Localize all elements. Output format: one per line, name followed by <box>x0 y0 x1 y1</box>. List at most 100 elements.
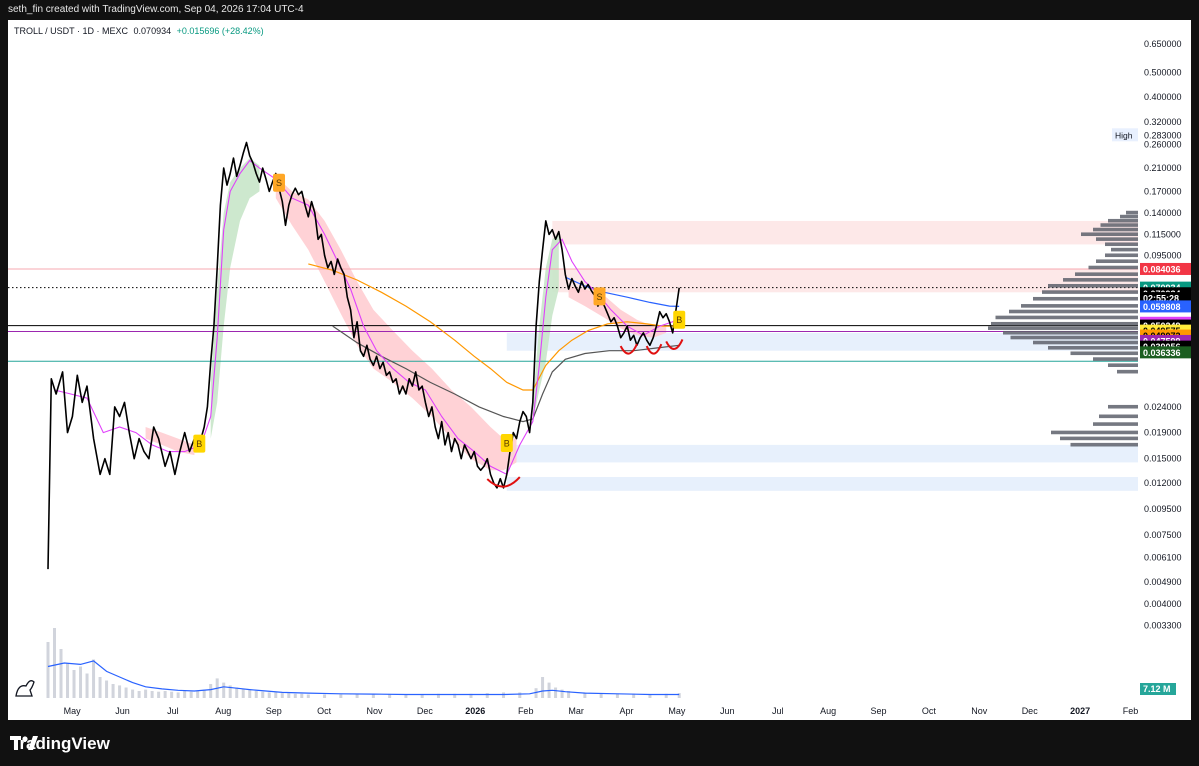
volume-bar <box>287 693 291 698</box>
x-tick-label: Jul <box>772 706 784 716</box>
volume-bar <box>183 691 187 698</box>
volume-bar <box>85 673 89 698</box>
y-tick-label: 0.006100 <box>1144 553 1182 563</box>
price-tag-text: 0.084036 <box>1143 264 1181 274</box>
price-tag-11: 0.036336 <box>1140 346 1191 359</box>
volume-profile-bar <box>1105 242 1138 247</box>
y-tick-label: 0.170000 <box>1144 186 1182 196</box>
y-tick-label: 0.140000 <box>1144 208 1182 218</box>
zone-demand-2 <box>506 332 1138 351</box>
volume-profile-bar <box>1009 309 1138 314</box>
x-tick-label: Apr <box>619 706 633 716</box>
volume-profile-bar <box>1099 414 1138 419</box>
volume-profile-bar <box>1021 304 1138 308</box>
volume-bar <box>339 694 343 698</box>
x-tick-label: Jun <box>720 706 735 716</box>
volume-bar <box>300 693 304 698</box>
volume-bar <box>404 694 408 698</box>
symbol-legend: TROLL / USDT · 1D · MEXC 0.070934 +0.015… <box>14 26 267 36</box>
volume-bar <box>163 691 167 698</box>
volume-bar <box>323 694 327 698</box>
volume-profile-bar <box>1117 369 1138 374</box>
y-tick-label: 0.650000 <box>1144 39 1182 49</box>
volume-bar <box>66 663 70 698</box>
volume-bar <box>222 682 226 698</box>
volume-bar <box>293 693 297 698</box>
volume-bar <box>79 666 83 698</box>
volume-profile-bar <box>1070 442 1138 447</box>
volume-bar <box>502 692 506 698</box>
price-tag-box <box>1140 346 1191 359</box>
y-tick-label: 0.019000 <box>1144 428 1182 438</box>
volume-bar <box>261 691 265 698</box>
volume-profile-bar <box>1042 290 1138 294</box>
zone-supply-1 <box>552 269 1138 293</box>
price-chart[interactable]: S B B S B May Jun Jul Aug Sep Oct Nov Dec 2026 Feb Mar A… <box>8 20 1191 720</box>
volume-bar <box>274 692 278 698</box>
x-tick-label: Dec <box>417 706 434 716</box>
volume-tag-text: 7.12 M <box>1143 684 1171 694</box>
volume-bar <box>306 694 310 698</box>
volume-profile-bar <box>1003 330 1138 335</box>
volume-profile-bar <box>995 315 1138 320</box>
volume-tag: 7.12 M <box>1140 683 1176 695</box>
symbol-name: TROLL / USDT · 1D · MEXC <box>14 26 129 36</box>
y-tick-label: 0.007500 <box>1144 530 1182 540</box>
volume-bar <box>170 691 174 698</box>
volume-profile-bar <box>1093 357 1138 361</box>
volume-bar <box>196 691 200 698</box>
annotation-arc-2 <box>645 343 663 355</box>
volume-bar <box>280 693 284 698</box>
x-tick-label: Oct <box>922 706 937 716</box>
volume-bar <box>388 694 392 698</box>
x-tick-label: Dec <box>1022 706 1039 716</box>
volume-bar <box>157 691 161 698</box>
volume-profile-bar <box>1010 335 1138 340</box>
x-tick-label: 2027 <box>1070 706 1090 716</box>
signal-label: S <box>596 292 602 302</box>
volume-bar <box>72 670 76 698</box>
signal-label: B <box>676 315 682 325</box>
signal-label: S <box>276 178 282 188</box>
volume-bar <box>453 693 457 698</box>
price-line <box>47 141 680 570</box>
volume-profile-bar <box>1060 436 1138 441</box>
y-tick-label: 0.210000 <box>1144 163 1182 173</box>
signal-box <box>500 433 513 452</box>
x-tick-label: Nov <box>366 706 383 716</box>
volume-bar <box>189 691 193 698</box>
last-price: 0.070934 <box>133 26 172 36</box>
volume-bar <box>235 687 239 698</box>
volume-bar <box>209 684 213 698</box>
signal-s-3: S <box>593 287 606 306</box>
volume-bar <box>664 693 668 698</box>
volume-bar <box>677 693 681 698</box>
volume-bar <box>59 649 63 698</box>
chart-frame[interactable]: S B B S B May Jun Jul Aug Sep Oct Nov Dec 2026 Feb Mar A… <box>8 20 1191 720</box>
signal-label: B <box>504 438 510 448</box>
tradingview-footer: TradingView <box>10 734 110 754</box>
annotation-arc-1 <box>619 343 638 355</box>
bear-cloud-0 <box>145 427 195 456</box>
chart-credit: seth_fin created with TradingView.com, S… <box>8 4 304 15</box>
volume-profile-bar <box>1120 214 1138 219</box>
signal-label: B <box>196 439 202 449</box>
volume-bar <box>254 691 258 698</box>
volume-profile-bar <box>1048 283 1138 288</box>
y-tick-label: 0.012000 <box>1144 478 1182 488</box>
volume-bar <box>118 685 122 698</box>
volume-profile-bar <box>1108 218 1138 223</box>
y-tick-label: 0.003300 <box>1144 620 1182 630</box>
x-tick-label: Feb <box>518 706 534 716</box>
x-tick-label: Nov <box>971 706 988 716</box>
y-tick-label: 0.015000 <box>1144 454 1182 464</box>
volume-profile-bar <box>1126 210 1138 215</box>
zone-demand-4 <box>506 476 1138 491</box>
dino-outline <box>15 680 35 697</box>
volume-bar <box>46 642 50 698</box>
x-tick-label: Feb <box>1123 706 1139 716</box>
volume-profile-bar <box>1051 430 1138 435</box>
annotation-arc-0 <box>486 476 521 488</box>
x-tick-label: Aug <box>215 706 231 716</box>
volume-bar <box>583 692 587 698</box>
